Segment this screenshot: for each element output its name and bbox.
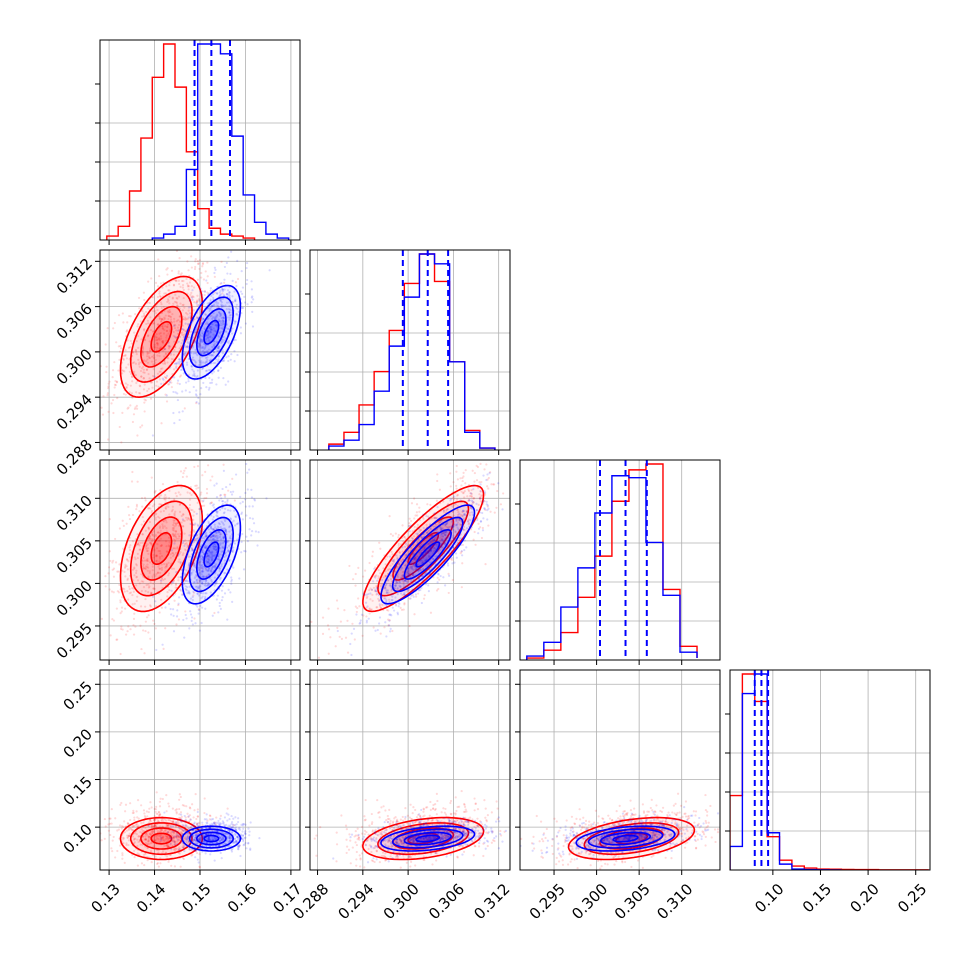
x-tick-label: 0.295 (526, 880, 569, 923)
panel-frame (519, 459, 721, 661)
y-tick-label: 0.20 (60, 725, 96, 761)
density-contours-red (119, 275, 204, 399)
density-contours-blue (181, 504, 242, 605)
y-tick-label: 0.288 (53, 436, 96, 479)
panel-3-3: 0.10 0.15 0.20 0.25 (725, 669, 931, 916)
y-tick-label: 0.306 (53, 300, 96, 343)
scatter-points-blue (151, 462, 268, 652)
histogram-red (106, 43, 256, 240)
x-tick-label: 0.25 (894, 880, 930, 916)
x-tick-label: 0.306 (425, 880, 468, 923)
x-tick-label: 0.312 (470, 880, 513, 923)
x-tick-label: 0.13 (87, 880, 123, 916)
y-tick-label: 0.15 (60, 773, 96, 809)
y-tick-label: 0.294 (53, 390, 96, 433)
scatter-points-blue (332, 808, 508, 864)
x-tick-label: 0.15 (178, 880, 214, 916)
histogram-blue (526, 475, 698, 660)
y-tick-label: 0.305 (53, 534, 96, 577)
y-tick-label: 0.300 (53, 345, 96, 388)
x-tick-label: 0.294 (334, 880, 377, 923)
histogram-blue (151, 43, 290, 240)
panel-frame (519, 669, 721, 871)
panel-3-0: 0.13 0.14 0.15 0.16 0.170.100.150.200.25 (60, 669, 306, 916)
histogram-blue (730, 673, 842, 870)
y-tick-label: 0.25 (60, 678, 96, 714)
histogram-blue (328, 253, 496, 450)
y-tick-label: 0.300 (53, 577, 96, 620)
density-contours-blue (181, 284, 242, 380)
density-contours-blue (181, 825, 242, 852)
histogram-red (526, 463, 698, 660)
panel-2-2 (515, 459, 721, 665)
panel-frame (309, 669, 511, 871)
x-tick-label: 0.15 (799, 880, 835, 916)
density-contours-blue (380, 825, 476, 852)
histogram-red (730, 673, 929, 870)
y-tick-label: 0.295 (53, 619, 96, 662)
x-tick-label: 0.20 (846, 880, 882, 916)
panel-frame (309, 459, 511, 661)
density-contours-blue (380, 504, 476, 605)
panel-3-1: 0.288 0.294 0.300 0.306 0.312 (289, 669, 513, 923)
x-tick-label: 0.305 (611, 880, 654, 923)
panel-1-1 (305, 249, 511, 455)
x-tick-label: 0.300 (380, 880, 423, 923)
panel-2-1 (305, 459, 511, 665)
y-tick-label: 0.312 (53, 255, 96, 298)
panel-0-0 (95, 39, 301, 245)
panel-frame (729, 669, 931, 871)
density-contours-blue (575, 825, 676, 852)
panel-3-2: 0.295 0.300 0.305 0.310 (515, 669, 721, 923)
x-tick-label: 0.10 (751, 880, 787, 916)
y-tick-label: 0.10 (60, 820, 96, 856)
x-tick-label: 0.310 (653, 880, 696, 923)
panel-frame (309, 249, 511, 451)
scatter-points-blue (336, 471, 504, 657)
histogram-red (328, 253, 496, 450)
x-tick-label: 0.300 (568, 880, 611, 923)
y-tick-label: 0.310 (53, 492, 96, 535)
x-tick-label: 0.16 (224, 880, 260, 916)
x-tick-label: 0.14 (133, 880, 169, 916)
